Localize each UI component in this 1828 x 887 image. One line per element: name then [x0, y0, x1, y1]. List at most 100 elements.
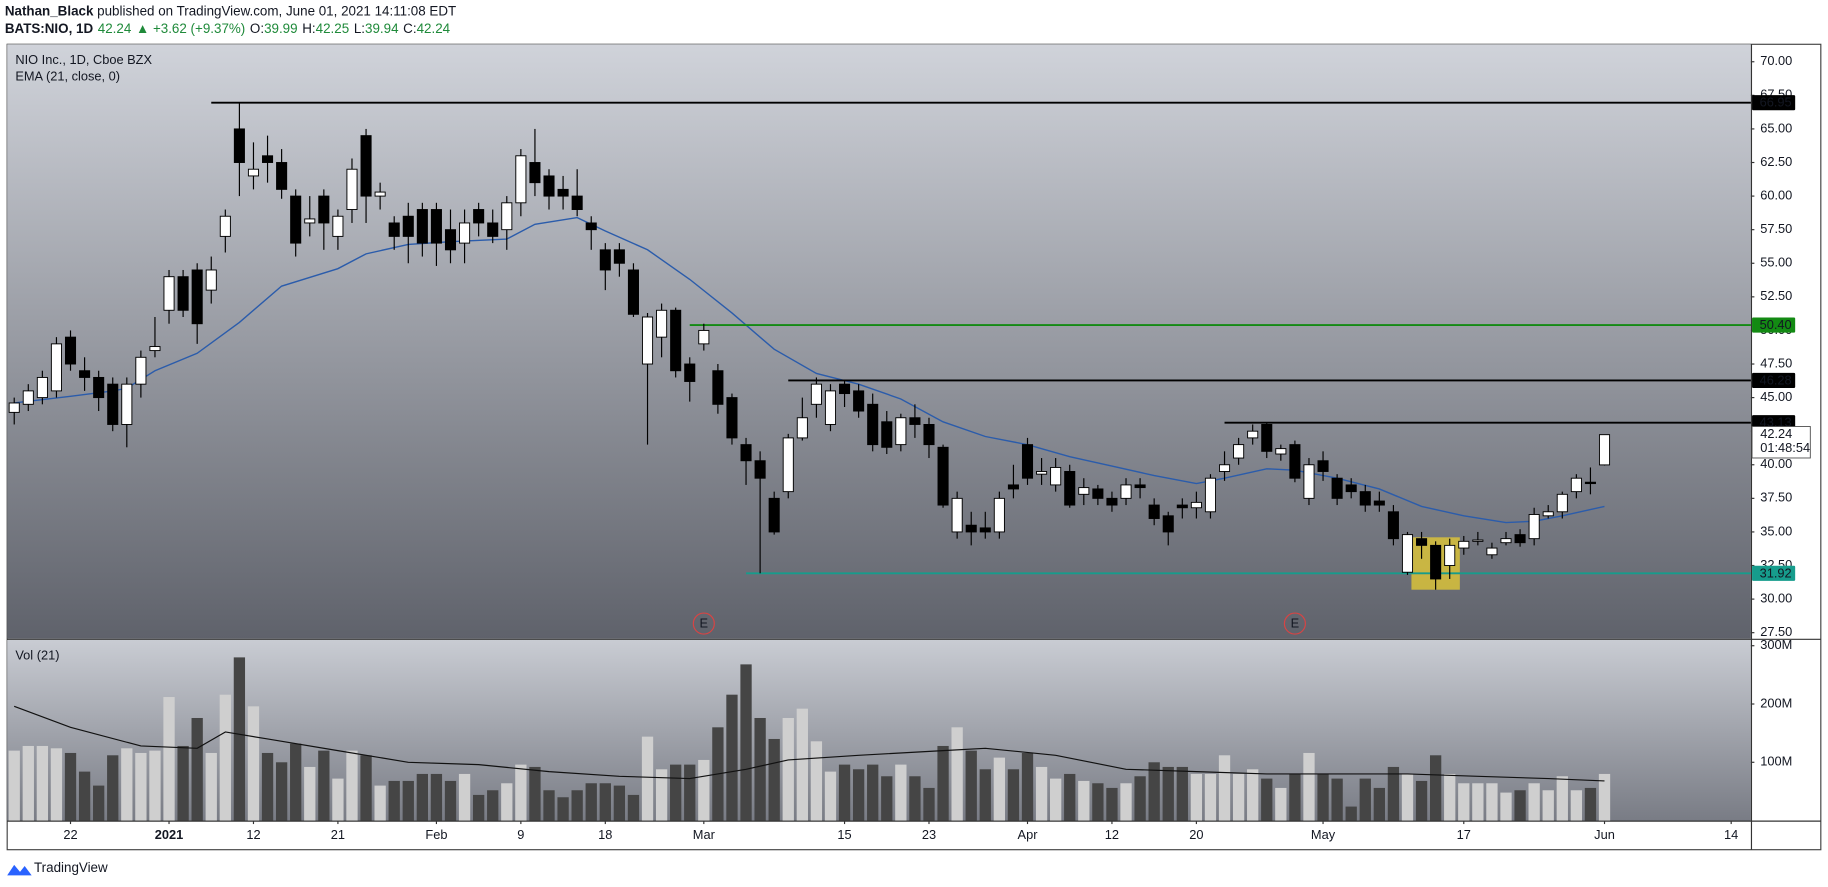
last: 42.24	[98, 21, 132, 36]
volume-bar	[444, 780, 457, 821]
x-tick-label: May	[1311, 827, 1336, 842]
volume-bar	[22, 745, 34, 821]
volume-bar	[50, 748, 63, 821]
h-label: H:	[302, 21, 315, 36]
volume-ma	[13, 705, 1605, 782]
candle-body	[360, 135, 372, 197]
candle-body	[205, 269, 217, 291]
logo	[7, 864, 32, 876]
price-pane	[7, 44, 1751, 639]
volume-bar	[1064, 773, 1076, 821]
event-label: E	[700, 616, 709, 631]
candle-body	[1050, 466, 1062, 486]
candle-body	[93, 376, 105, 399]
candle-body	[1064, 471, 1076, 506]
volume-bar	[1218, 755, 1231, 821]
volume-bar	[177, 745, 189, 821]
candle-body	[670, 309, 682, 372]
volume-bar	[275, 762, 288, 821]
candle-body	[1162, 515, 1174, 533]
candle-body	[1373, 500, 1385, 506]
published: published on TradingView.com, June 01, 2…	[93, 3, 456, 18]
volume-bar	[698, 759, 710, 821]
candle-body	[1514, 534, 1526, 544]
volume-bar	[1275, 787, 1287, 821]
candle-body	[726, 397, 738, 439]
candle-body	[388, 222, 400, 237]
event-marker	[692, 612, 715, 635]
volume-bar	[1190, 773, 1203, 821]
candle-body	[627, 269, 639, 315]
volume-tick-label: 300M	[1760, 637, 1792, 652]
candle-body	[1458, 540, 1470, 549]
candle-body	[304, 218, 316, 224]
volume-bar	[1232, 773, 1245, 821]
level-tag	[1752, 372, 1796, 388]
volume-bar	[290, 743, 302, 821]
header-line: Nathan_Black published on TradingView.co…	[5, 3, 456, 18]
volume-bar	[1387, 766, 1400, 821]
volume-bar	[613, 785, 626, 821]
volume-bar	[1261, 778, 1273, 821]
candle-body	[107, 383, 119, 425]
volume-bar	[191, 717, 203, 821]
x-tick-label: 20	[1189, 827, 1203, 842]
candle-body	[1233, 444, 1245, 459]
volume-bar	[754, 717, 766, 821]
candle-body	[1556, 493, 1568, 513]
h-value: 42.25	[316, 21, 350, 36]
candle-body	[585, 222, 597, 231]
volume-bar	[557, 797, 569, 821]
volume-bar	[529, 766, 541, 821]
candle-body	[149, 346, 161, 352]
o-value: 39.99	[264, 21, 298, 36]
volume-bar	[472, 794, 485, 821]
x-tick-label: Feb	[425, 827, 447, 842]
x-tick-label: Jun	[1594, 827, 1615, 842]
candle-body	[1359, 491, 1371, 506]
candle-body	[36, 376, 48, 399]
volume-bar	[599, 783, 611, 821]
y-tick-label: 27.50	[1760, 624, 1792, 639]
level-tag	[1752, 95, 1796, 111]
candle-body	[1120, 484, 1132, 499]
volume-bar	[852, 769, 865, 821]
volume-bar	[796, 708, 808, 821]
x-tick-label: Mar	[693, 827, 716, 842]
level-tag	[1752, 565, 1796, 581]
volume-bar	[1444, 773, 1456, 821]
volume-bar	[655, 769, 668, 821]
volume-bar	[149, 750, 161, 821]
candle-body	[50, 343, 62, 392]
candle-body	[1106, 497, 1118, 506]
volume-title: Vol (21)	[15, 648, 59, 663]
candle-body	[923, 423, 935, 446]
volume-bar	[8, 750, 20, 821]
volume-bar	[838, 764, 851, 821]
candle-body	[247, 168, 260, 177]
y-tick-label: 30.00	[1760, 590, 1792, 605]
candle-body	[459, 222, 471, 244]
candle-body	[1317, 460, 1329, 472]
x-tick-label: 17	[1457, 827, 1471, 842]
volume-bar	[1500, 792, 1512, 821]
level-label: 46.28	[1760, 372, 1792, 387]
volume-bar	[571, 790, 583, 821]
candle-body	[416, 209, 428, 244]
volume-bar	[1458, 783, 1470, 821]
candle-body	[810, 383, 822, 405]
candle-body	[402, 215, 414, 237]
volume-bar	[1528, 783, 1540, 821]
candle-body	[1331, 477, 1343, 499]
volume-bar	[318, 750, 330, 821]
volume-bar	[1134, 776, 1146, 821]
volume-bar	[135, 752, 147, 821]
volume-bar	[824, 771, 837, 821]
volume-bar	[1542, 790, 1554, 821]
x-tick-label: 12	[1105, 827, 1119, 842]
volume-bar	[1303, 752, 1315, 821]
change: ▲ +3.62 (+9.37%)	[136, 21, 245, 36]
volume-bar	[1331, 778, 1343, 821]
candle-body	[1007, 484, 1019, 490]
